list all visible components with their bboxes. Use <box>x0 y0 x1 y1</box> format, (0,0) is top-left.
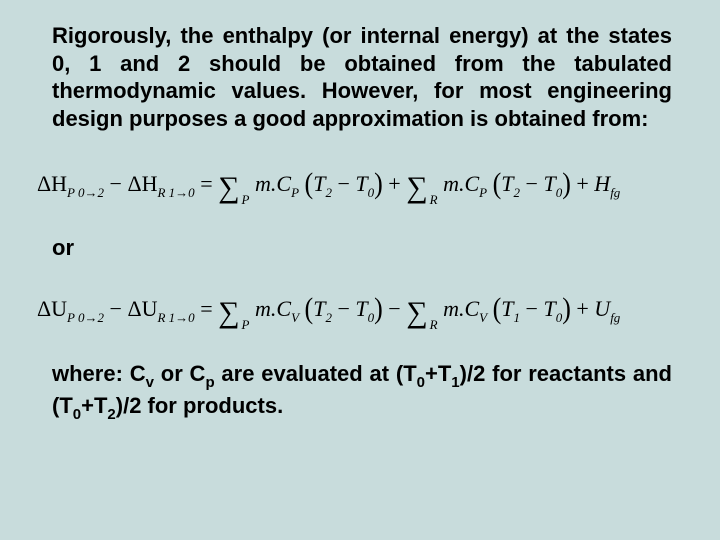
equation-internal-energy: ΔUP 0→2 − ΔUR 1→0 = ∑P m.CV (T2 − T0) − … <box>37 293 672 328</box>
minus: − <box>110 171 122 196</box>
h-fg: H <box>594 171 610 196</box>
sigma-r-icon: ∑R <box>406 298 427 328</box>
delta-u-p: ΔU <box>37 296 67 321</box>
where-paragraph: where: Cv or Cp are evaluated at (T0+T1)… <box>52 360 672 424</box>
minus: − <box>110 296 122 321</box>
sub-r10: R 1→0 <box>157 310 194 325</box>
mcp-2: m.C <box>443 171 479 196</box>
sigma-p-icon: ∑P <box>218 173 239 203</box>
plus: + <box>576 171 588 196</box>
delta-h-r: ΔH <box>127 171 157 196</box>
sub-p02: P 0→2 <box>67 310 104 325</box>
delta-u-r: ΔU <box>127 296 157 321</box>
sub-r10: R 1→0 <box>157 185 194 200</box>
sigma-p-icon: ∑P <box>218 298 239 328</box>
sigma-r-icon: ∑R <box>406 173 427 203</box>
or-label: or <box>52 235 672 261</box>
plus: + <box>576 296 588 321</box>
delta-h-p: ΔH <box>37 171 67 196</box>
slide: Rigorously, the enthalpy (or internal en… <box>0 0 720 540</box>
plus: + <box>388 171 400 196</box>
equals: = <box>200 296 212 321</box>
sub-p02: P 0→2 <box>67 185 104 200</box>
intro-paragraph: Rigorously, the enthalpy (or internal en… <box>52 22 672 132</box>
mcp-1: m.C <box>255 171 291 196</box>
mcv-1: m.C <box>255 296 291 321</box>
equation-enthalpy: ΔHP 0→2 − ΔHR 1→0 = ∑P m.CP (T2 − T0) + … <box>37 168 672 203</box>
minus: − <box>388 296 400 321</box>
u-fg: U <box>594 296 610 321</box>
mcv-2: m.C <box>443 296 479 321</box>
equals: = <box>200 171 212 196</box>
